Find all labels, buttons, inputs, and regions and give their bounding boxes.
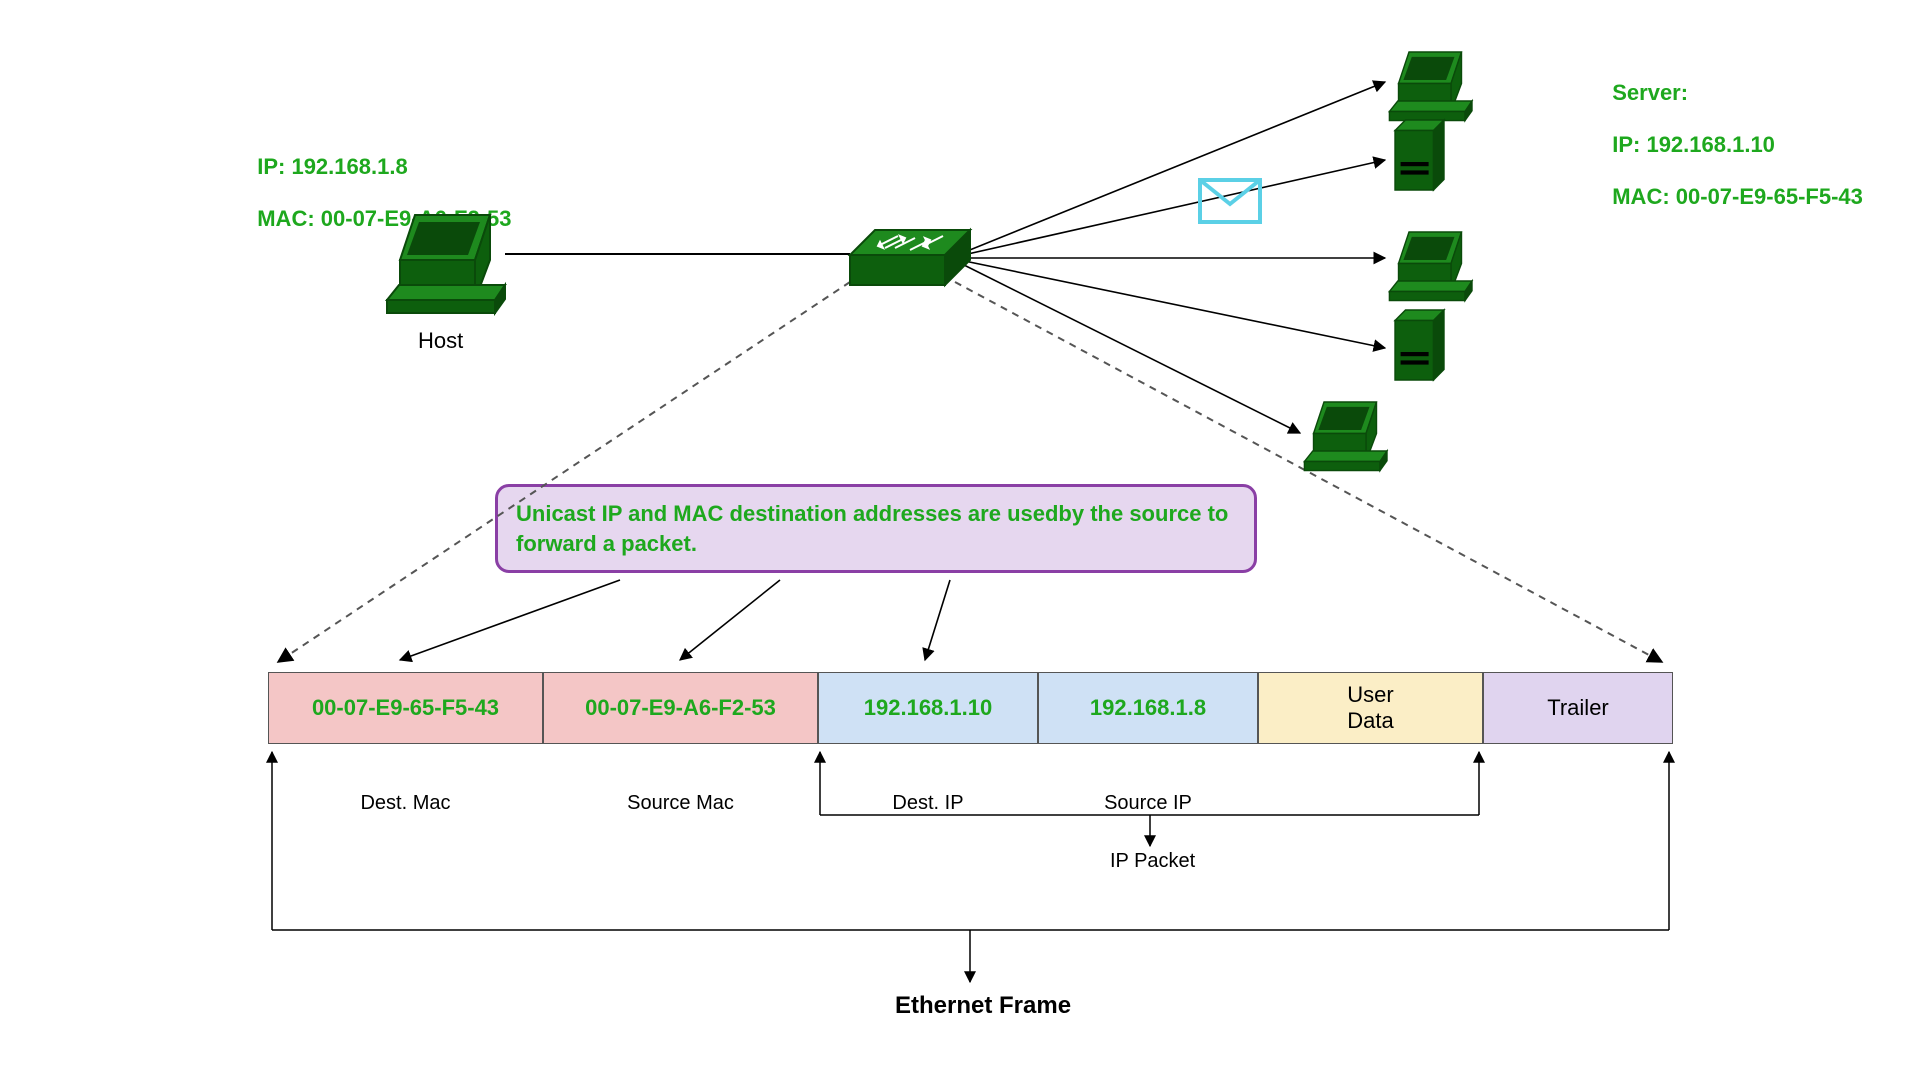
callout-text: Unicast IP and MAC destination addresses… (516, 501, 1228, 556)
server-address-label: Server: IP: 192.168.1.10 MAC: 00-07-E9-6… (1600, 54, 1863, 210)
server-title: Server: (1612, 80, 1688, 105)
dest-server1-icon (1395, 120, 1444, 190)
frame-cell-5: Trailer (1483, 672, 1673, 744)
host-ip: IP: 192.168.1.8 (257, 154, 407, 179)
frame-cell-sublabel-2: Dest. IP (818, 792, 1038, 815)
dest-pc3-icon (1304, 402, 1387, 471)
frame-cell-0: 00-07-E9-65-F5-43 (268, 672, 543, 744)
server-mac: MAC: 00-07-E9-65-F5-43 (1612, 184, 1863, 209)
ip-packet-label: IP Packet (1110, 850, 1195, 873)
frame-cell-value-2: 192.168.1.10 (864, 695, 992, 721)
fanout-line-0 (950, 82, 1385, 258)
callout-arrow-0 (400, 580, 620, 660)
frame-cell-3: 192.168.1.8 (1038, 672, 1258, 744)
frame-cell-2: 192.168.1.10 (818, 672, 1038, 744)
envelope-icon (1200, 180, 1260, 222)
frame-cell-sublabel-1: Source Mac (543, 792, 818, 815)
frame-cell-value-0: 00-07-E9-65-F5-43 (312, 695, 499, 721)
ethernet-frame-label: Ethernet Frame (895, 992, 1071, 1020)
callout-arrow-2 (925, 580, 950, 660)
frame-cell-sublabel-3: Source IP (1038, 792, 1258, 815)
fanout-line-3 (950, 258, 1385, 348)
callout-arrows (400, 580, 950, 660)
frame-cell-value-1: 00-07-E9-A6-F2-53 (585, 695, 776, 721)
host-caption: Host (418, 328, 463, 354)
fanout-line-1 (950, 160, 1385, 258)
callout-box: Unicast IP and MAC destination addresses… (495, 484, 1257, 573)
frame-cell-value-3: 192.168.1.8 (1090, 695, 1206, 721)
host-mac: MAC: 00-07-E9-A6-F2-53 (257, 206, 511, 231)
fanout-line-4 (950, 258, 1300, 433)
frame-cell-1: 00-07-E9-A6-F2-53 (543, 672, 818, 744)
switch-fanout-lines (950, 82, 1385, 433)
frame-cell-value-4: User Data (1347, 682, 1393, 734)
switch-icon (850, 230, 970, 285)
dashed-left (278, 282, 850, 662)
dashed-right (955, 282, 1662, 662)
ethernet-frame-bracket (272, 752, 1669, 982)
frame-cell-value-5: Trailer (1547, 695, 1609, 721)
callout-arrow-1 (680, 580, 780, 660)
dest-pc1-icon (1389, 52, 1472, 121)
host-address-label: IP: 192.168.1.8 MAC: 00-07-E9-A6-F2-53 (245, 128, 512, 232)
frame-cell-4: User Data (1258, 672, 1483, 744)
dest-server2-icon (1395, 310, 1444, 380)
dest-pc2-icon (1389, 232, 1472, 301)
server-ip: IP: 192.168.1.10 (1612, 132, 1775, 157)
frame-cell-sublabel-0: Dest. Mac (268, 792, 543, 815)
